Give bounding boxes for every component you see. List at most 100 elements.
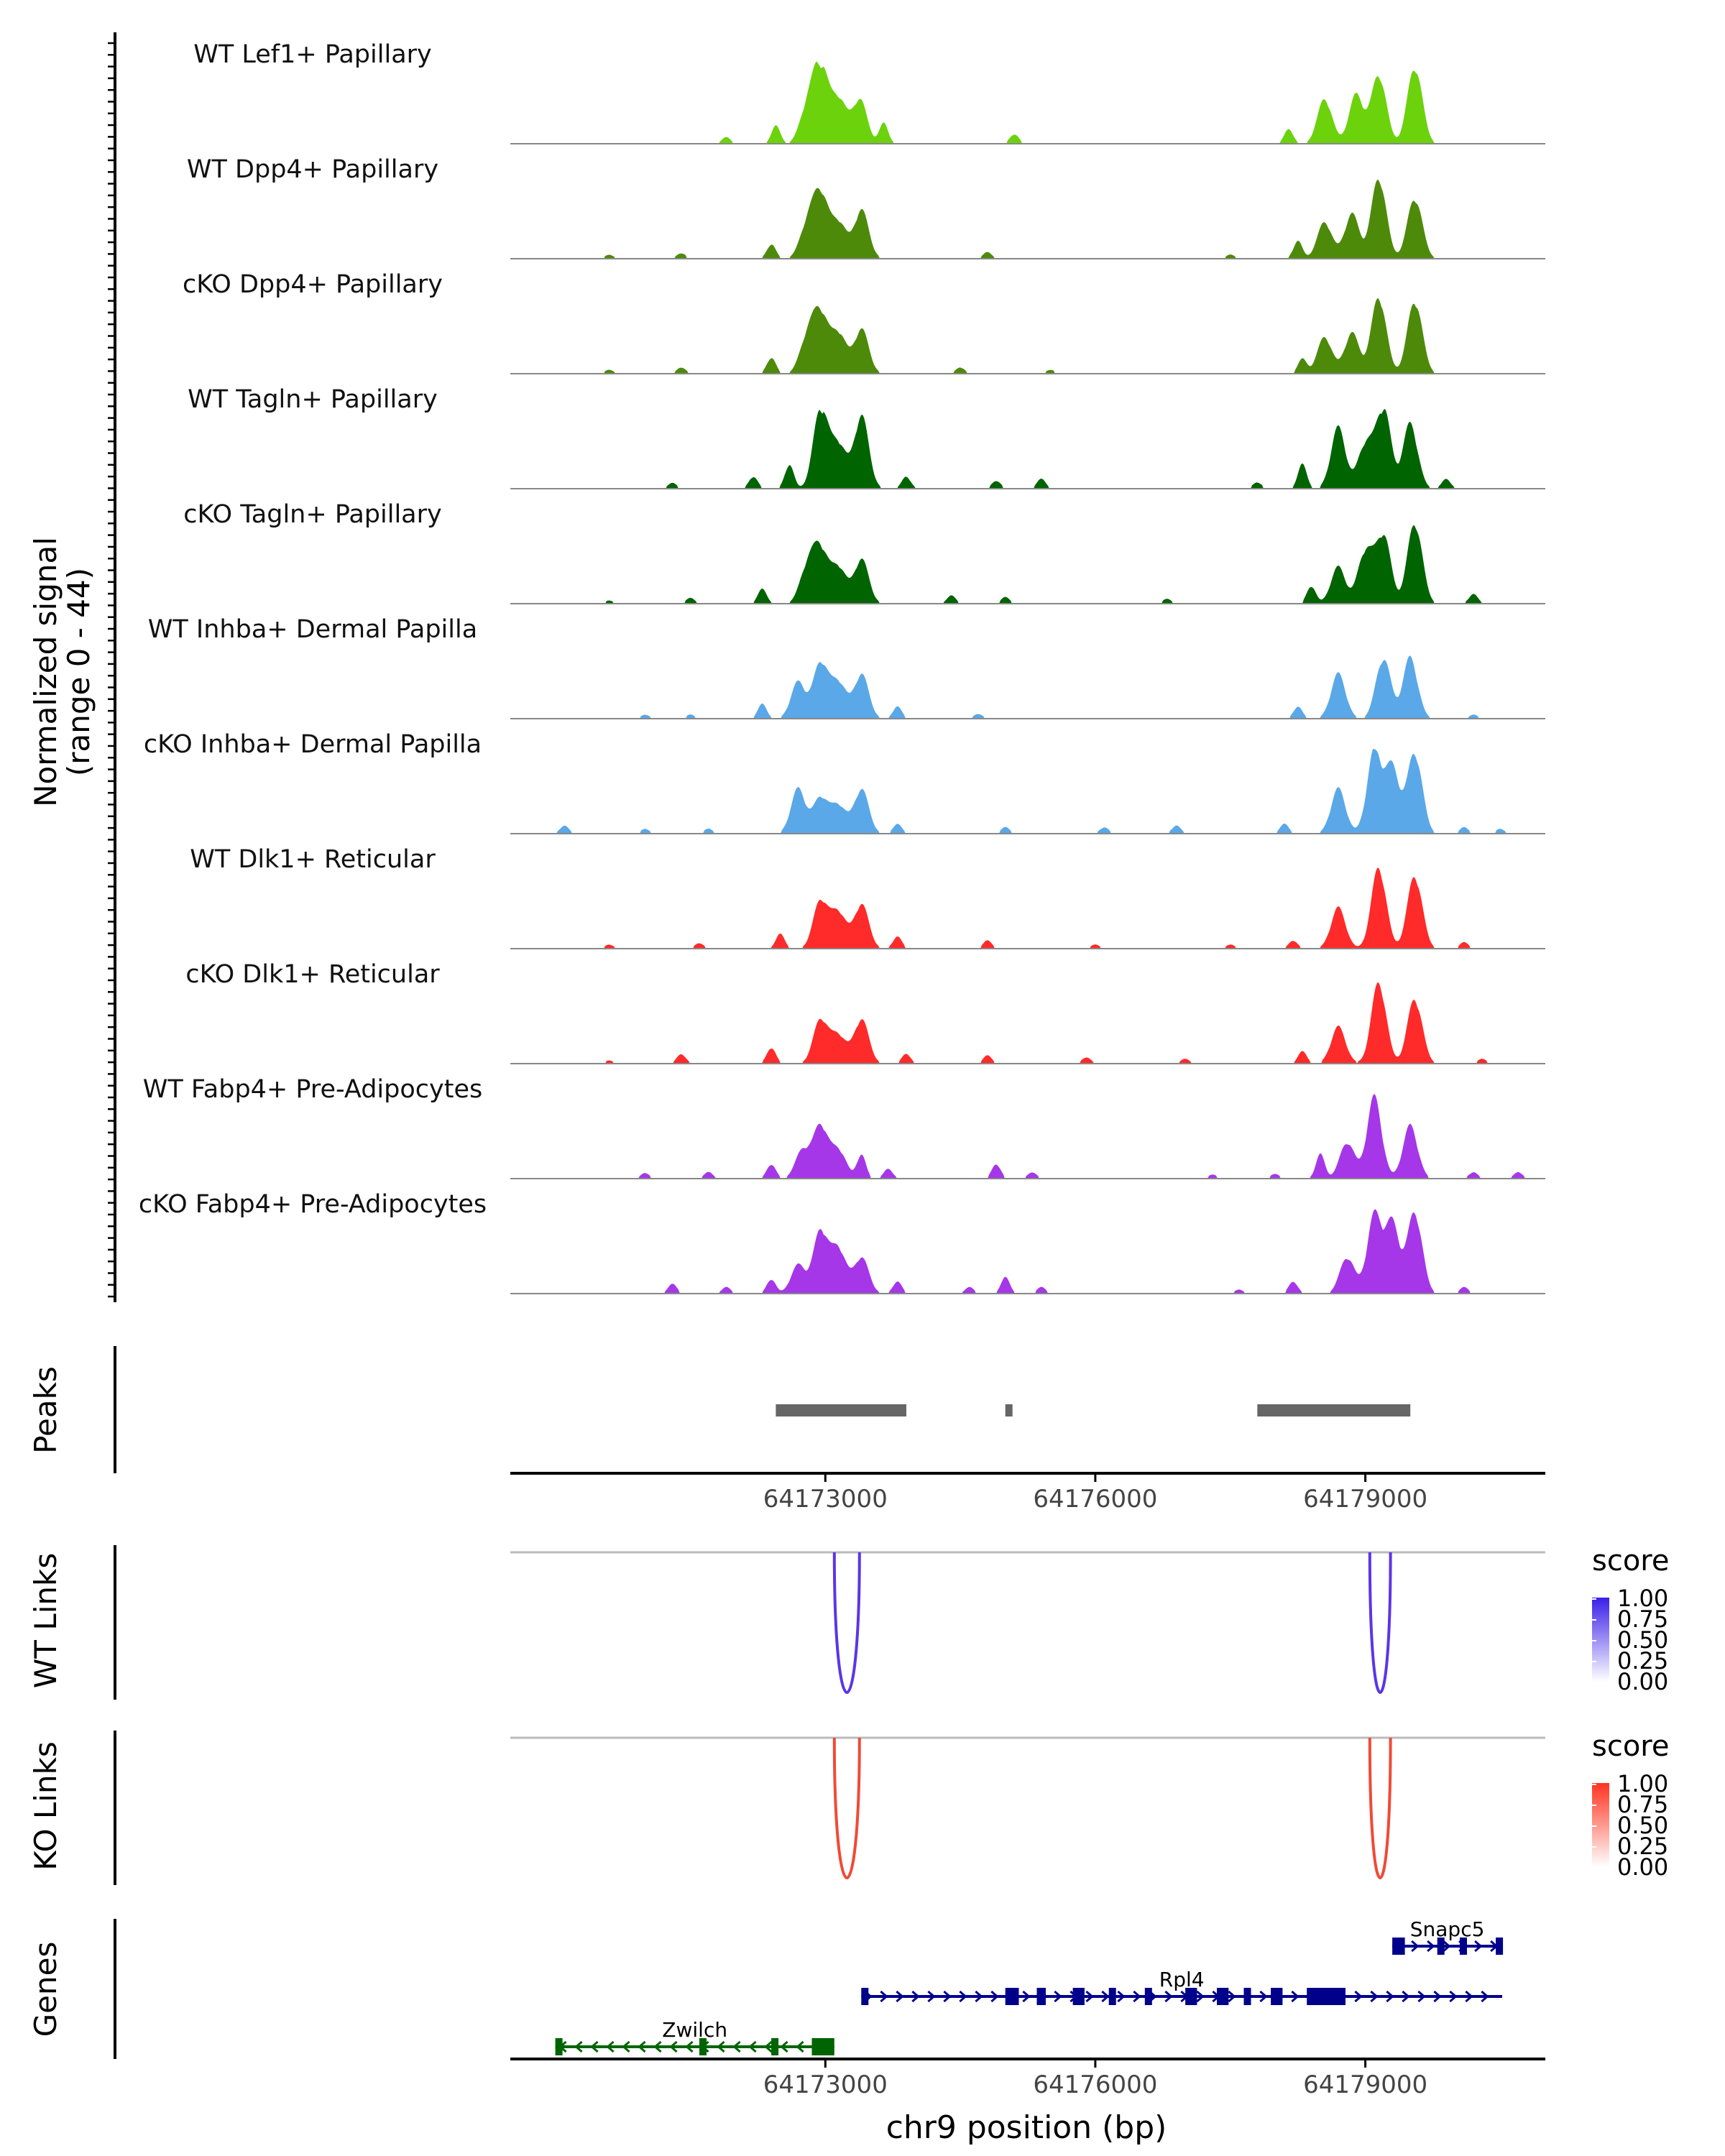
gene-exon	[699, 2038, 707, 2055]
strand-arrow	[1196, 1990, 1205, 2003]
track-label: WT Inhba+ Dermal Papilla	[148, 615, 477, 644]
gene-exon	[1496, 1938, 1504, 1955]
gene-exon	[1437, 1938, 1445, 1955]
strand-arrow	[1133, 1990, 1141, 2003]
peak-region	[776, 1404, 906, 1416]
peak-region	[1257, 1404, 1411, 1416]
gene-exon	[1185, 1988, 1197, 2005]
gene-exon	[555, 2038, 563, 2055]
gene-exon	[1460, 1938, 1467, 1955]
strand-arrow	[590, 2040, 599, 2053]
x-tick-label: 64179000	[1303, 1485, 1427, 1514]
gene-exon	[1108, 1988, 1116, 2005]
legend-tick-label: 1.00	[1617, 1770, 1668, 1797]
coverage-area	[510, 867, 1545, 949]
strand-arrow	[638, 2040, 646, 2053]
strand-arrow	[1022, 1990, 1031, 2003]
gene-name: Zwilch	[662, 2018, 727, 2042]
gene-exon	[1271, 1988, 1283, 2005]
legend-colorbar	[1592, 1783, 1609, 1867]
gene-name: Rpl4	[1159, 1968, 1205, 1991]
gene-exon	[1392, 1938, 1405, 1955]
score-legends: score1.000.750.500.250.00score1.000.750.…	[1592, 1544, 1669, 1881]
coverage-area	[510, 180, 1545, 259]
gene-exon	[1036, 1988, 1046, 2005]
gene-exon	[1243, 1988, 1251, 2005]
x-tick-label: 64176000	[1033, 2070, 1157, 2099]
coverage-area	[510, 982, 1545, 1064]
strand-arrow	[1101, 1990, 1110, 2003]
strand-arrow	[896, 1990, 904, 2003]
track-label: WT Tagln+ Papillary	[188, 385, 438, 414]
strand-arrow	[959, 1990, 967, 2003]
strand-arrow	[780, 2040, 788, 2053]
genes-track: Genes Snapc5 Rpl4 Zwilch 64173000 64176000 641…	[28, 1917, 1545, 2099]
strand-arrow	[622, 2040, 630, 2053]
legend-colorbar	[1592, 1598, 1609, 1682]
genes-track-label: Genes	[28, 1942, 63, 2037]
strand-arrow	[1117, 1990, 1126, 2003]
x-tick-label: 64179000	[1303, 2070, 1427, 2099]
coverage-area	[510, 525, 1545, 604]
strand-arrow	[1228, 1990, 1236, 2003]
strand-arrow	[796, 2040, 804, 2053]
track-label: WT Fabp4+ Pre-Adipocytes	[143, 1075, 482, 1104]
coverage-area	[510, 655, 1545, 719]
legend-tick-label: 0.75	[1617, 1791, 1668, 1818]
legend-tick-label: 1.00	[1617, 1585, 1668, 1612]
gene-exon	[1005, 1988, 1019, 2005]
links-tracks: WT Links KO Links	[28, 1545, 1545, 1885]
strand-arrow	[748, 2040, 757, 2053]
strand-arrow	[685, 2040, 694, 2053]
strand-arrow	[975, 1990, 983, 2003]
link-arc	[1368, 1737, 1392, 1879]
peaks-track: Peaks 64173000 64176000 64179000	[28, 1346, 1545, 1514]
links-track-label: KO Links	[28, 1741, 63, 1871]
peaks-track-label: Peaks	[28, 1366, 63, 1454]
link-arc	[1368, 1552, 1392, 1694]
strand-arrow	[1402, 1990, 1410, 2003]
strand-arrow	[1354, 1990, 1363, 2003]
coverage-area	[510, 1094, 1545, 1179]
y-axis-title: Normalized signal	[28, 537, 63, 807]
legend-title: score	[1592, 1544, 1669, 1577]
strand-arrow	[927, 1990, 936, 2003]
x-axis-title: chr9 position (bp)	[886, 2109, 1167, 2146]
x-tick-label: 64173000	[763, 2070, 888, 2099]
strand-arrow	[1433, 1990, 1442, 2003]
strand-arrow	[1370, 1990, 1379, 2003]
track-label: cKO Tagln+ Papillary	[183, 500, 442, 529]
strand-arrow	[1054, 1990, 1062, 2003]
x-tick-label: 64173000	[763, 1485, 888, 1514]
coverage-area	[510, 298, 1545, 374]
strand-arrow	[1427, 1940, 1435, 1953]
track-label: WT Dlk1+ Reticular	[190, 845, 436, 874]
gene-exon	[1072, 1988, 1085, 2005]
strand-arrow	[1164, 1990, 1173, 2003]
strand-arrow	[732, 2040, 741, 2053]
coverage-tracks: WT Lef1+ Papillary WT Dpp4+ Papillary cKO …	[108, 32, 1545, 1302]
legend-tick-label: 0.25	[1617, 1647, 1668, 1674]
strand-arrow	[574, 2040, 583, 2053]
strand-arrow	[1474, 1940, 1483, 1953]
peak-region	[1005, 1404, 1013, 1416]
link-arc	[832, 1737, 861, 1879]
strand-arrow	[717, 2040, 725, 2053]
track-label: WT Dpp4+ Papillary	[187, 155, 438, 184]
gene-exon	[1144, 1988, 1152, 2005]
gene-exon	[771, 2038, 779, 2055]
strand-arrow	[1259, 1990, 1268, 2003]
strand-arrow	[1417, 1990, 1426, 2003]
gene-exon	[861, 1988, 869, 2005]
legend-tick-label: 0.00	[1617, 1668, 1668, 1695]
coverage-area	[510, 1209, 1545, 1294]
track-label: cKO Dlk1+ Reticular	[185, 960, 440, 989]
legend-title: score	[1592, 1730, 1669, 1763]
strand-arrow	[606, 2040, 615, 2053]
track-label: cKO Fabp4+ Pre-Adipocytes	[139, 1190, 487, 1219]
strand-arrow	[1481, 1990, 1489, 2003]
strand-arrow	[911, 1990, 920, 2003]
legend-tick-label: 0.50	[1617, 1626, 1668, 1654]
x-tick-label: 64176000	[1033, 1485, 1157, 1514]
